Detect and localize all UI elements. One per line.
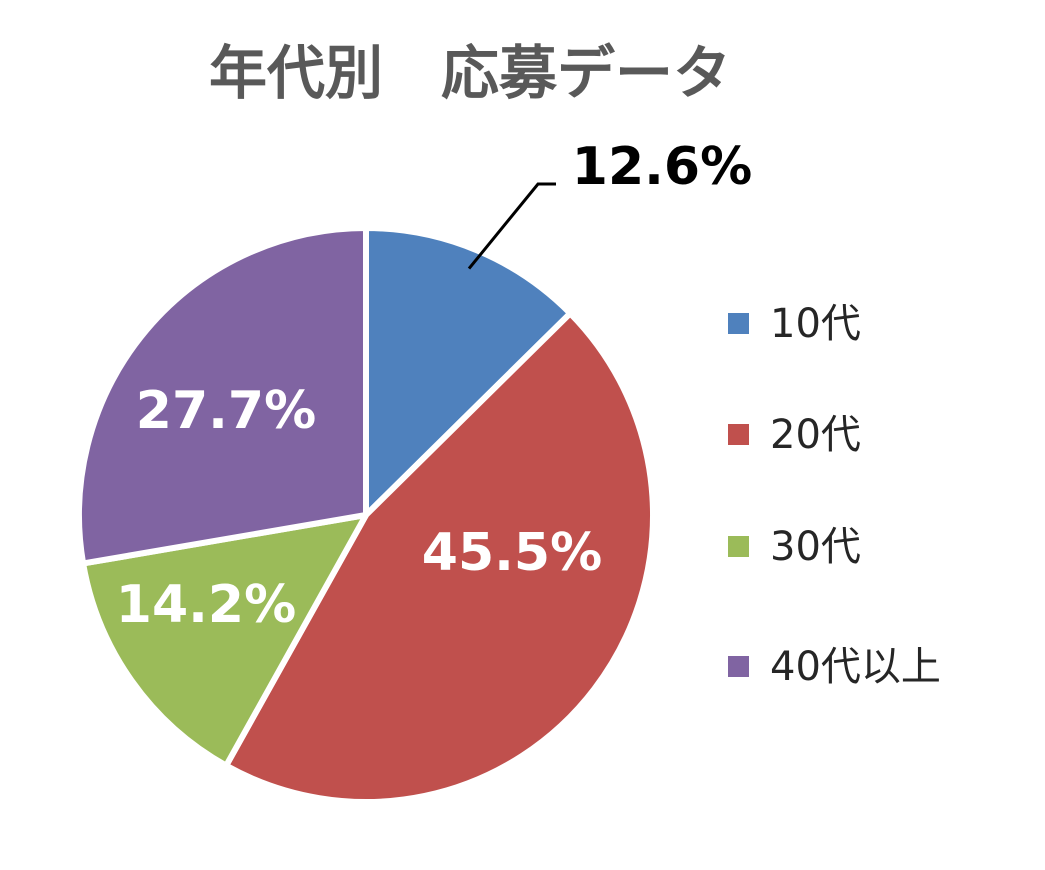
legend-swatch (728, 656, 749, 677)
pie-slice-30s (80, 512, 369, 769)
pie-slice-10s (363, 225, 574, 518)
pie-slice-40s-and-over (76, 225, 369, 567)
legend-swatch (728, 536, 749, 557)
chart-title: 年代別 応募データ (208, 39, 731, 107)
data-label-40s-and-over: 27.7% (136, 381, 316, 441)
legend-swatch (728, 424, 749, 445)
legend-label: 30代 (770, 524, 861, 570)
data-label-30s: 14.2% (116, 575, 296, 635)
leader-line-10s (467, 182, 556, 270)
data-label-10s: 12.6% (572, 137, 752, 197)
legend-label: 40代以上 (770, 644, 941, 690)
legend-label: 10代 (770, 301, 861, 347)
legend-swatch (728, 313, 749, 334)
data-label-20s: 45.5% (422, 523, 602, 583)
pie-slice-20s (223, 310, 657, 805)
legend-label: 20代 (770, 412, 861, 458)
